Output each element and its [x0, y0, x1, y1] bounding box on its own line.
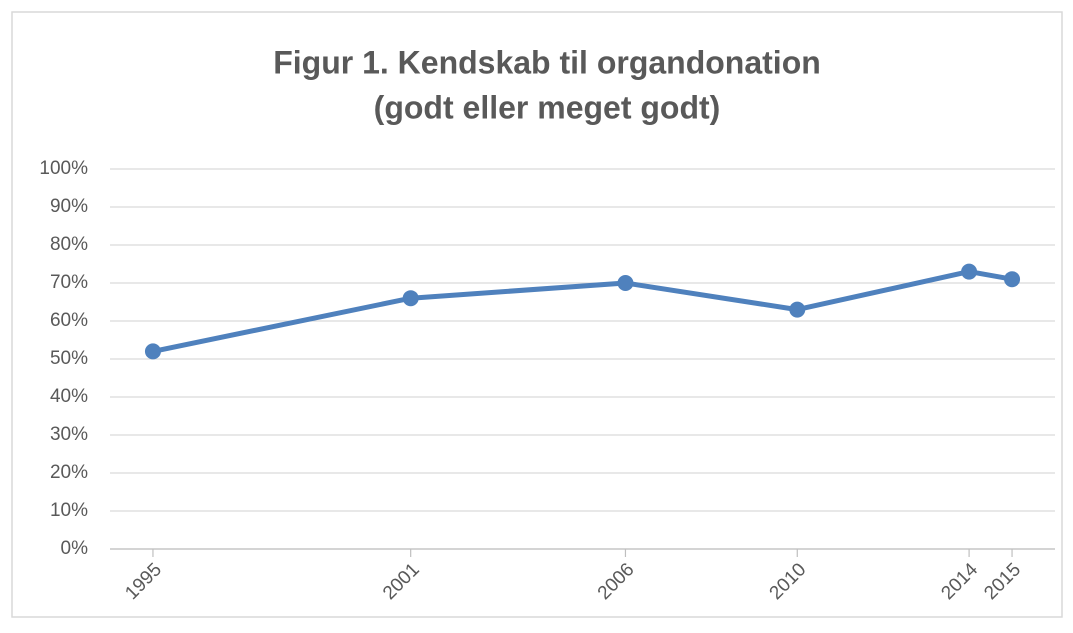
y-tick-label: 60%	[50, 310, 88, 331]
y-tick-label: 80%	[50, 234, 88, 255]
y-tick-label: 30%	[50, 424, 88, 445]
data-point	[1004, 271, 1021, 288]
y-tick-label: 100%	[39, 158, 88, 179]
data-point	[144, 343, 161, 360]
data-point	[402, 290, 419, 307]
y-tick-label: 50%	[50, 348, 88, 369]
y-tick-label: 90%	[50, 196, 88, 217]
chart-title: (godt eller meget godt)	[374, 89, 721, 125]
data-point	[789, 301, 806, 318]
chart-title: Figur 1. Kendskab til organdonation	[273, 44, 821, 80]
data-point	[617, 275, 634, 291]
y-tick-label: 20%	[50, 462, 88, 483]
y-tick-label: 40%	[50, 386, 88, 407]
data-point	[961, 263, 978, 280]
y-tick-label: 0%	[61, 538, 89, 559]
y-tick-label: 10%	[50, 500, 88, 521]
chart-frame	[11, 11, 1063, 618]
y-tick-label: 70%	[50, 272, 88, 293]
